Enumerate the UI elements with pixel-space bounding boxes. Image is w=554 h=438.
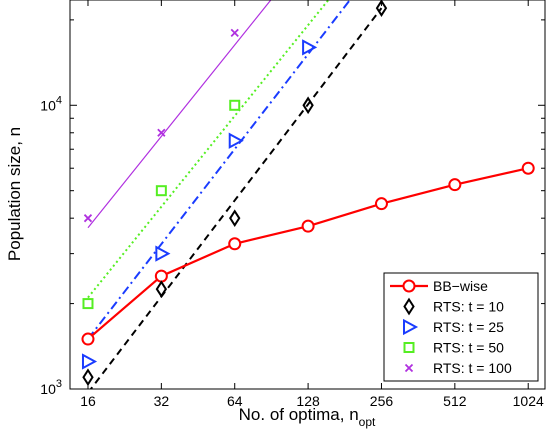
x-tick-label: 128 (296, 393, 320, 409)
series-4-point (157, 128, 166, 137)
series-3-fit-line (87, 0, 330, 299)
series-1-point (155, 280, 168, 298)
series-3-point (82, 298, 94, 310)
legend-item-0: BB−wise (390, 278, 488, 294)
series-0-point (448, 178, 462, 192)
series-0-point (81, 332, 95, 346)
legend-label: BB−wise (433, 278, 488, 294)
series-1-point (82, 368, 94, 387)
legend-item-2: RTS: t = 25 (403, 318, 504, 336)
series-1 (82, 0, 388, 387)
series-2-point (228, 132, 244, 149)
series-1-point (229, 209, 241, 228)
series-4-point (83, 214, 93, 223)
series-2-point (302, 39, 318, 56)
y-tick-label: 103 (40, 378, 62, 397)
series-2-fit-line (87, 0, 351, 340)
legend-item-3: RTS: t = 50 (403, 340, 504, 356)
series-1-point (302, 96, 314, 115)
x-tick-label: 1024 (513, 393, 544, 409)
series-0-point (521, 161, 535, 175)
fit-lines (87, 0, 383, 389)
series-3-point (229, 99, 241, 111)
x-tick-label: 16 (80, 393, 96, 409)
legend-label: RTS: t = 10 (433, 299, 504, 315)
legend-label: RTS: t = 25 (433, 319, 504, 335)
legend-marker (404, 363, 414, 373)
y-axis-label: Population size, n (5, 127, 24, 261)
data-series (81, 0, 535, 387)
series-3 (82, 99, 241, 310)
series-4 (83, 28, 239, 223)
series-1-point (375, 0, 388, 17)
series-0-point (301, 219, 315, 233)
series-1-fit-line (89, 7, 383, 389)
series-2-point (155, 245, 171, 262)
legend-marker (403, 342, 415, 353)
legend-marker (403, 318, 419, 336)
series-0-point (374, 197, 388, 211)
legend-item-4: RTS: t = 100 (404, 360, 512, 376)
series-0-point (154, 269, 168, 283)
x-tick-labels: 16 32 64 128 256 512 1024 (80, 393, 544, 409)
legend-marker (402, 279, 416, 293)
y-tick-labels: 103 104 (40, 94, 62, 397)
series-4-fit-line (87, 0, 272, 229)
series-2-point (81, 353, 98, 370)
x-tick-label: 64 (227, 393, 243, 409)
x-tick-label: 512 (443, 393, 467, 409)
x-tick-label: 32 (154, 393, 170, 409)
legend: BB−wise RTS: t = 10 RTS: t = 25 RTS: t = 50… (383, 272, 539, 382)
legend-marker (403, 297, 415, 316)
series-3-point (155, 185, 167, 197)
x-tick-label: 256 (370, 393, 394, 409)
y-tick-label: 104 (40, 94, 62, 113)
legend-item-1: RTS: t = 10 (403, 297, 504, 316)
series-0 (81, 161, 535, 346)
x-axis-label: No. of optima, nopt (239, 405, 376, 429)
series-2 (81, 39, 318, 370)
legend-label: RTS: t = 50 (433, 340, 504, 356)
series-0-point (228, 237, 242, 251)
plot-frame (69, 0, 546, 390)
series-4-point (230, 28, 239, 37)
legend-label: RTS: t = 100 (433, 360, 512, 376)
